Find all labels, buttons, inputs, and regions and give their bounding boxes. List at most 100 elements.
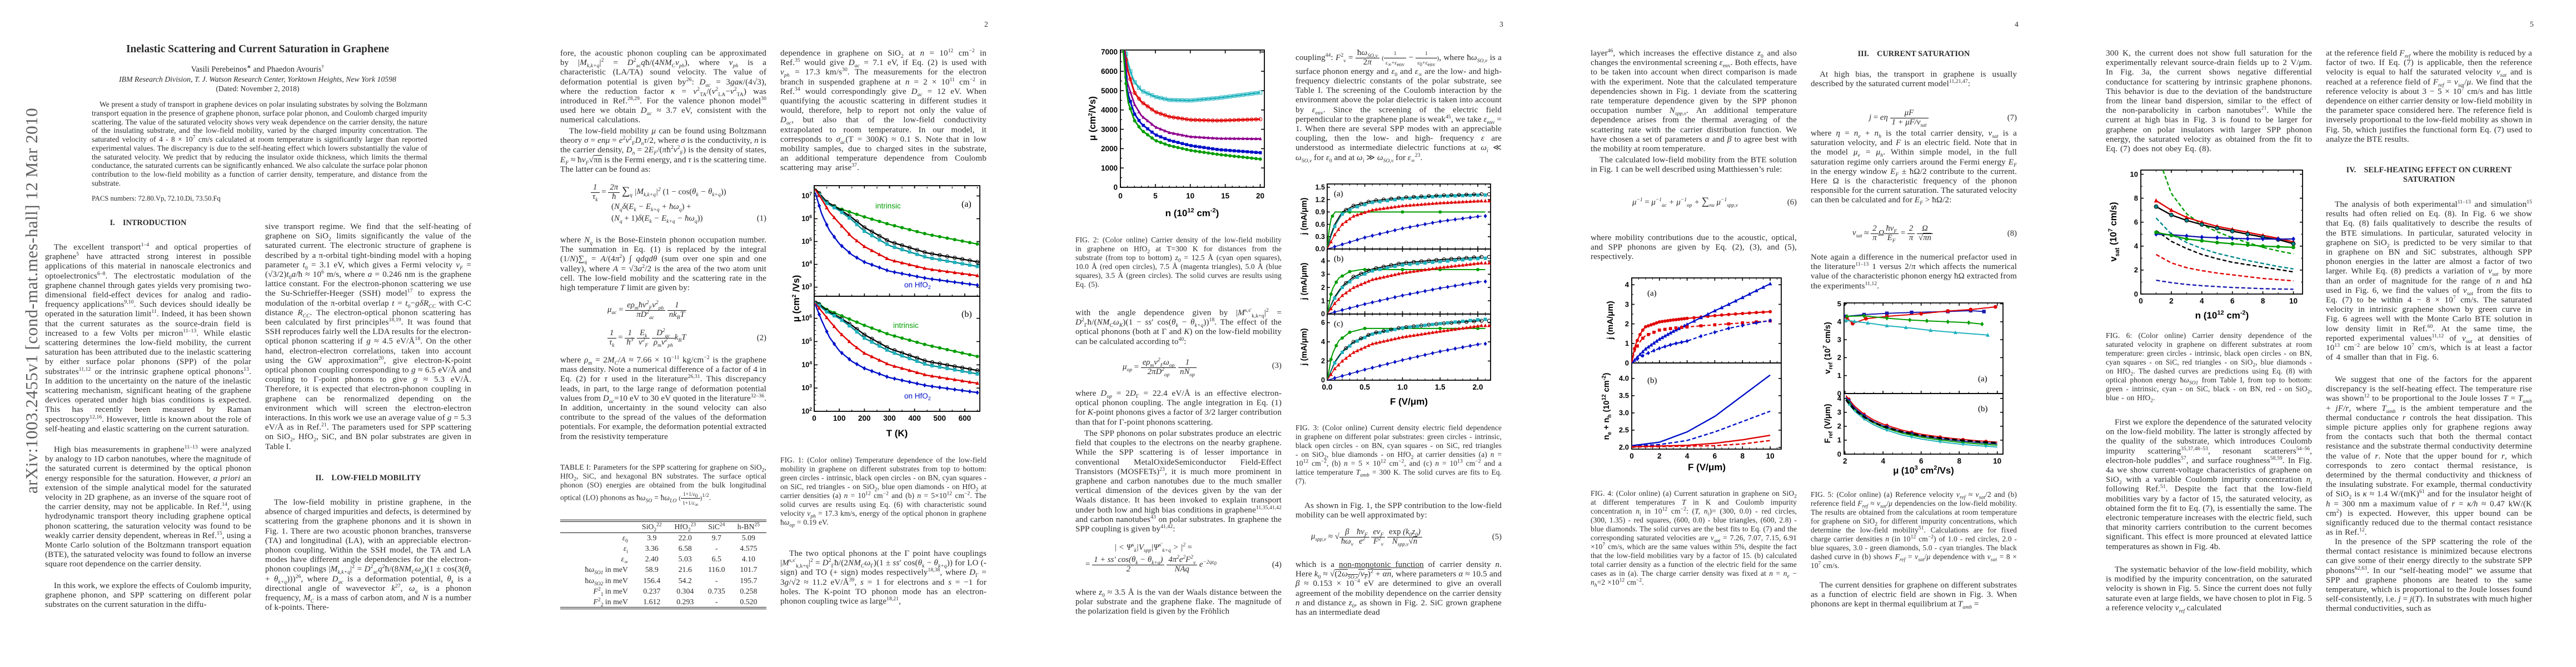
svg-text:6: 6 xyxy=(1321,319,1325,327)
svg-text:3.5: 3.5 xyxy=(1619,391,1629,400)
svg-text:3: 3 xyxy=(1837,408,1841,416)
svg-text:1: 1 xyxy=(1321,297,1325,305)
svg-text:500: 500 xyxy=(934,414,946,422)
svg-text:3: 3 xyxy=(1321,271,1325,278)
svg-text:1.0: 1.0 xyxy=(1397,383,1408,391)
svg-text:8: 8 xyxy=(2261,297,2265,305)
svg-text:103: 103 xyxy=(801,383,812,392)
svg-text:F (V/μm): F (V/μm) xyxy=(1688,462,1726,472)
svg-text:20: 20 xyxy=(1256,192,1264,200)
svg-text:0: 0 xyxy=(812,414,816,422)
svg-text:2: 2 xyxy=(2169,297,2174,305)
svg-text:2.5: 2.5 xyxy=(1619,426,1629,434)
svg-text:10: 10 xyxy=(1993,457,2001,465)
svg-text:(b): (b) xyxy=(1334,255,1344,263)
svg-text:8: 8 xyxy=(1957,457,1961,465)
svg-text:105: 105 xyxy=(801,337,812,346)
svg-text:2: 2 xyxy=(1657,452,1662,460)
svg-text:102: 102 xyxy=(801,406,812,415)
svg-text:400: 400 xyxy=(908,414,921,422)
svg-text:4: 4 xyxy=(2134,242,2139,250)
svg-text:1.5: 1.5 xyxy=(1435,383,1446,391)
svg-text:5: 5 xyxy=(1153,192,1158,200)
svg-text:0: 0 xyxy=(1625,359,1629,367)
svg-text:2: 2 xyxy=(1837,422,1841,430)
svg-text:vref (107 cm/s): vref (107 cm/s) xyxy=(1822,322,1834,374)
svg-text:1: 1 xyxy=(1837,436,1841,444)
svg-text:0: 0 xyxy=(1837,450,1841,458)
svg-text:0.0: 0.0 xyxy=(1316,245,1325,253)
svg-text:0: 0 xyxy=(1321,376,1325,384)
svg-text:1: 1 xyxy=(1625,339,1629,347)
svg-text:(b): (b) xyxy=(1647,376,1657,385)
svg-text:0.6: 0.6 xyxy=(1316,221,1325,228)
svg-text:104: 104 xyxy=(801,260,812,268)
svg-text:on HfO2: on HfO2 xyxy=(904,392,931,401)
svg-text:4: 4 xyxy=(1837,317,1842,326)
svg-text:6: 6 xyxy=(1919,457,1924,465)
svg-text:(b): (b) xyxy=(961,310,972,319)
svg-text:(a): (a) xyxy=(1334,190,1343,198)
svg-text:100: 100 xyxy=(833,414,846,422)
svg-text:10: 10 xyxy=(2130,170,2138,178)
svg-text:j (mA/μm): j (mA/μm) xyxy=(1300,197,1309,235)
svg-text:intrinsic: intrinsic xyxy=(875,202,901,210)
svg-text:3000: 3000 xyxy=(1101,125,1118,133)
svg-text:5: 5 xyxy=(1837,300,1841,308)
svg-text:μ (cm2/Vs): μ (cm2/Vs) xyxy=(1088,96,1098,141)
svg-text:3.0: 3.0 xyxy=(1619,409,1629,417)
svg-text:(a): (a) xyxy=(961,200,971,209)
svg-text:T (K): T (K) xyxy=(886,428,908,439)
svg-text:1000: 1000 xyxy=(1101,164,1118,172)
svg-text:2: 2 xyxy=(1321,357,1325,365)
svg-text:0: 0 xyxy=(1113,183,1118,192)
svg-text:3: 3 xyxy=(1625,300,1629,308)
svg-text:106: 106 xyxy=(801,214,812,223)
svg-text:(c): (c) xyxy=(1334,320,1343,328)
svg-text:4: 4 xyxy=(1625,281,1630,289)
svg-text:7000: 7000 xyxy=(1101,48,1118,56)
svg-text:2.0: 2.0 xyxy=(1473,383,1483,391)
svg-text:107: 107 xyxy=(801,191,812,200)
svg-text:300: 300 xyxy=(883,414,896,422)
svg-text:15: 15 xyxy=(1221,192,1230,200)
svg-text:n (1012 cm-2): n (1012 cm-2) xyxy=(1165,207,1219,218)
svg-text:4: 4 xyxy=(1321,338,1325,346)
svg-text:ne + nh (1012 cm-2): ne + nh (1012 cm-2) xyxy=(1601,372,1613,440)
svg-text:0: 0 xyxy=(1321,310,1325,318)
svg-text:2.0: 2.0 xyxy=(1619,443,1629,451)
svg-text:2: 2 xyxy=(1837,354,1841,362)
svg-text:103: 103 xyxy=(801,282,812,291)
svg-text:Fref (V/μm): Fref (V/μm) xyxy=(1823,404,1834,443)
svg-text:0: 0 xyxy=(2134,290,2138,298)
svg-text:0: 0 xyxy=(2139,297,2143,305)
svg-text:2: 2 xyxy=(1625,320,1629,328)
svg-text:0.9: 0.9 xyxy=(1316,208,1325,216)
svg-text:j (mA/μm): j (mA/μm) xyxy=(1300,262,1309,300)
svg-text:F (V/μm): F (V/μm) xyxy=(1390,396,1428,407)
svg-text:8: 8 xyxy=(2134,194,2138,202)
svg-text:10: 10 xyxy=(2289,297,2298,305)
svg-text:(a): (a) xyxy=(1647,289,1657,298)
svg-text:n (1012 cm-2): n (1012 cm-2) xyxy=(2195,310,2249,321)
svg-text:4: 4 xyxy=(1685,452,1690,460)
svg-text:6: 6 xyxy=(1713,452,1717,460)
svg-text:4: 4 xyxy=(1881,457,1885,465)
svg-text:200: 200 xyxy=(858,414,871,422)
svg-text:on HfO2: on HfO2 xyxy=(904,281,931,290)
svg-text:0: 0 xyxy=(1630,452,1634,460)
svg-text:4000: 4000 xyxy=(1101,106,1118,115)
svg-text:4.0: 4.0 xyxy=(1619,374,1629,382)
svg-text:4: 4 xyxy=(1837,394,1842,402)
svg-text:0: 0 xyxy=(1118,192,1123,200)
svg-text:4: 4 xyxy=(2200,297,2204,305)
svg-text:2: 2 xyxy=(2134,266,2138,274)
svg-text:3: 3 xyxy=(1837,336,1841,344)
svg-text:4: 4 xyxy=(1321,257,1325,265)
svg-text:106: 106 xyxy=(801,313,812,322)
svg-text:μ (cm2 /Vs): μ (cm2 /Vs) xyxy=(791,275,801,322)
svg-text:1.5: 1.5 xyxy=(1316,183,1325,191)
svg-text:μ (103 cm2/Vs): μ (103 cm2/Vs) xyxy=(1893,465,1954,476)
svg-text:2000: 2000 xyxy=(1101,145,1118,153)
svg-text:(a): (a) xyxy=(1978,375,1987,384)
